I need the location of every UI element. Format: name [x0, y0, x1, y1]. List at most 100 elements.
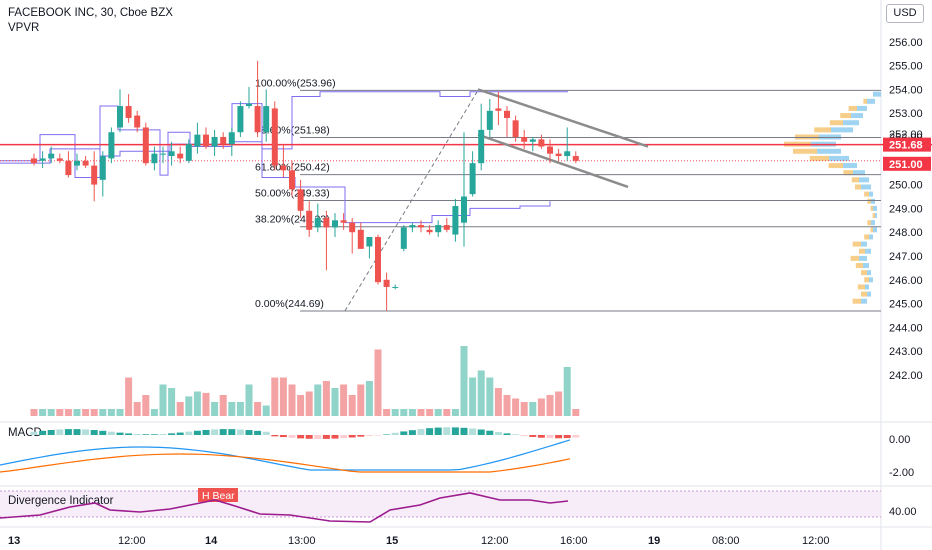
- vpvr-row-down: [850, 255, 859, 261]
- volume-bar: [236, 402, 244, 416]
- volume-bar: [30, 409, 38, 416]
- macd-histogram-bar: [305, 435, 313, 439]
- volume-bar: [168, 388, 176, 416]
- volume-bar: [331, 388, 339, 416]
- volume-bar: [391, 409, 399, 416]
- volume-bar: [133, 402, 141, 416]
- volume-bar: [477, 370, 485, 416]
- candle-body: [263, 106, 270, 133]
- h-bear-badge-bg: [198, 488, 238, 502]
- macd-histogram-bar: [572, 435, 580, 438]
- candle-body: [289, 170, 295, 190]
- macd-histogram-bar: [520, 435, 528, 436]
- symbol-title[interactable]: FACEBOOK INC, 30, Cboe BZX: [8, 7, 173, 19]
- candle-body: [160, 153, 166, 155]
- volume-bar: [426, 409, 434, 416]
- vpvr-label[interactable]: VPVR: [8, 22, 40, 34]
- candle-body: [194, 134, 201, 147]
- volume-bar: [125, 377, 133, 416]
- volume-bar: [365, 381, 373, 416]
- macd-histogram-bar: [357, 435, 365, 437]
- candle-body: [469, 163, 476, 195]
- macd-histogram-bar: [82, 429, 90, 435]
- volume-bar: [555, 391, 563, 416]
- candle-body: [39, 158, 46, 161]
- macd-histogram-bar: [546, 435, 554, 439]
- volume-bar: [271, 377, 279, 416]
- candle-body: [314, 217, 321, 228]
- candle-body: [555, 153, 562, 157]
- macd-histogram-bar: [125, 433, 133, 435]
- candle-body: [134, 115, 141, 128]
- x-tick-label: 16:00: [560, 535, 588, 547]
- vpvr-row-down: [867, 198, 871, 204]
- candle-body: [91, 165, 98, 185]
- macd-histogram-bar: [408, 430, 416, 435]
- x-tick-label: 13: [8, 535, 20, 547]
- divergence-line: [0, 492, 569, 523]
- y-tick-label: 242.00: [889, 370, 923, 382]
- macd-histogram-bar: [271, 435, 279, 437]
- volume-bar: [529, 402, 537, 416]
- candle-body: [452, 206, 459, 235]
- volume-bar: [185, 396, 193, 416]
- volume-bar: [193, 391, 201, 416]
- candle-body: [366, 236, 373, 247]
- macd-histogram-bar: [322, 435, 330, 439]
- macd-histogram-bar: [563, 435, 571, 439]
- candle-body: [297, 189, 304, 211]
- macd-histogram-bar: [211, 429, 219, 435]
- candle-body: [426, 229, 433, 233]
- vpvr-row-up: [869, 234, 873, 240]
- vpvr-row-up: [857, 105, 867, 111]
- vpvr-row-up: [861, 241, 867, 247]
- vpvr-row-down: [851, 177, 859, 183]
- vpvr-row-down: [864, 191, 869, 197]
- candle-body: [31, 158, 37, 164]
- candle-body: [237, 106, 244, 133]
- candle-body: [538, 139, 545, 147]
- candle-body: [512, 120, 519, 137]
- volume-bar: [73, 409, 81, 416]
- candle-body: [572, 156, 579, 161]
- vpvr-row-up: [873, 227, 877, 233]
- candle-body: [74, 160, 80, 166]
- price-label: 251.68: [889, 140, 923, 152]
- candle-body: [254, 106, 261, 133]
- vpvr-row-up: [859, 255, 867, 261]
- candle-body: [504, 110, 510, 118]
- vpvr-row-up: [853, 170, 865, 176]
- y-tick-label: 253.00: [889, 108, 923, 120]
- vpvr-row-down: [867, 220, 871, 226]
- candle-body: [246, 103, 252, 107]
- macd-histogram-bar: [460, 427, 468, 435]
- volume-bar: [150, 409, 158, 416]
- vpvr-row-up: [867, 291, 871, 297]
- divergence-pane-label: Divergence Indicator: [8, 495, 114, 507]
- macd-tick-label: -2.00: [889, 467, 914, 479]
- candle-body: [280, 165, 287, 171]
- candle-body: [383, 279, 390, 287]
- currency-button[interactable]: USD: [886, 4, 924, 23]
- fib-trend-line: [344, 90, 479, 311]
- y-tick-label: 247.00: [889, 251, 923, 263]
- channel-line-lower: [477, 133, 629, 189]
- vpvr-row-down: [870, 227, 873, 233]
- vpvr-row-up: [867, 270, 871, 276]
- volume-bar: [494, 388, 502, 416]
- macd-histogram-bar: [331, 435, 339, 439]
- macd-histogram-bar: [168, 433, 176, 435]
- vpvr-row-up: [851, 113, 863, 119]
- vpvr-row-down: [870, 205, 873, 211]
- vpvr-row-down: [863, 98, 867, 104]
- candle-body: [56, 158, 63, 161]
- volume-bar: [279, 377, 287, 416]
- candle-body: [177, 153, 184, 159]
- macd-histogram-bar: [503, 433, 511, 435]
- volume-bar: [254, 402, 262, 416]
- vpvr-row-down: [848, 105, 857, 111]
- candle-body: [409, 225, 416, 228]
- macd-histogram-bar: [451, 427, 459, 435]
